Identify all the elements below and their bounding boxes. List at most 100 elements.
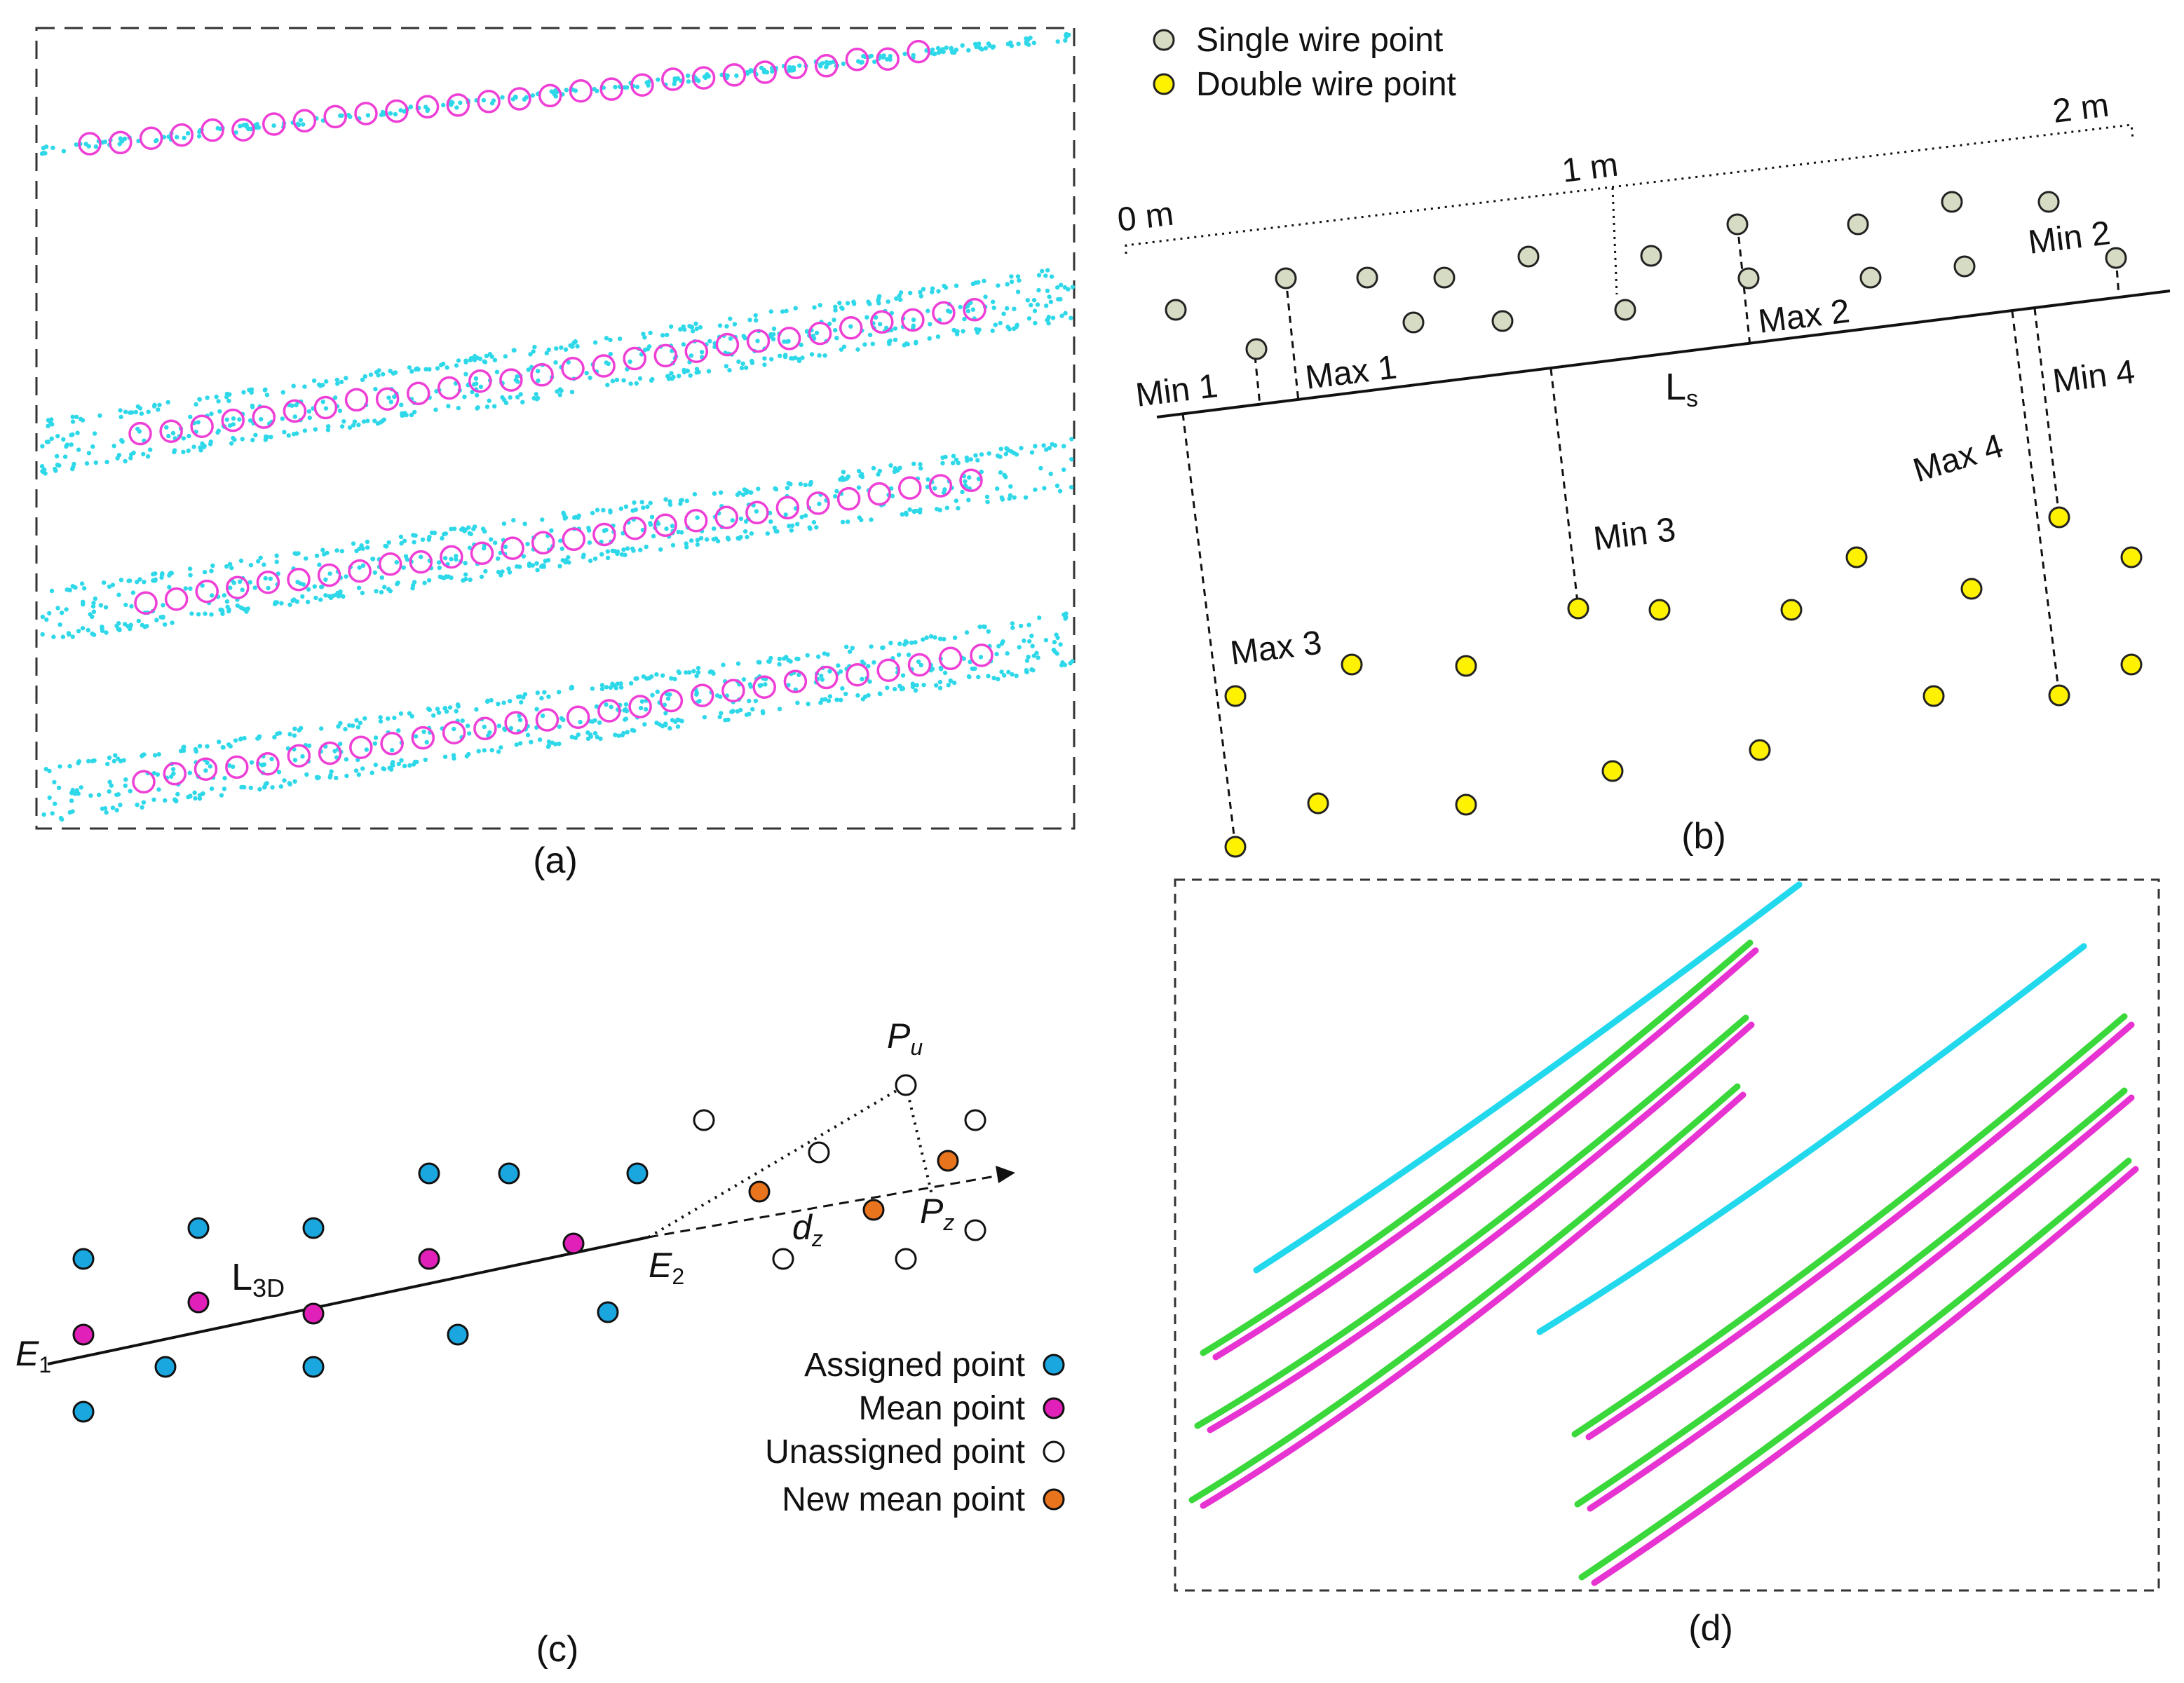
fitted-circle (256, 751, 280, 776)
cloud-point (827, 669, 832, 674)
cloud-point (560, 558, 565, 563)
cloud-point (372, 570, 377, 575)
cloud-point (914, 508, 919, 514)
cloud-point (157, 402, 162, 407)
cloud-point (866, 664, 871, 669)
cloud-point (654, 672, 659, 677)
cloud-point (698, 325, 703, 330)
cloud-point (949, 47, 954, 52)
cloud-point (197, 796, 203, 801)
cloud-point (334, 377, 339, 383)
cloud-point (540, 713, 545, 718)
cloud-point (795, 700, 800, 705)
cloud-point (1052, 443, 1058, 448)
cloud-point (242, 784, 247, 790)
fitted-circle (845, 48, 869, 71)
cloud-point (553, 360, 558, 365)
cloud-point (354, 718, 359, 723)
cloud-point (977, 46, 982, 50)
cloud-point (1001, 311, 1006, 316)
cloud-point (484, 353, 489, 359)
cloud-point (135, 426, 140, 432)
cloud-point (217, 740, 222, 744)
cloud-point (447, 705, 453, 710)
cloud-point (768, 519, 773, 524)
panel-b: Single wire point Double wire point 0 m … (1115, 22, 2171, 858)
panel-c-points (72, 1074, 986, 1423)
cloud-point (575, 343, 580, 349)
cloud-point (1054, 483, 1060, 489)
single-wire-point (1402, 311, 1425, 334)
fitted-circle (409, 550, 433, 574)
cloud-point (489, 697, 494, 703)
cloud-point (170, 767, 176, 772)
cloud-point (459, 527, 464, 532)
cloud-point (747, 698, 752, 704)
cloud-point (819, 674, 824, 679)
cloud-point (534, 561, 539, 566)
cloud-point (1036, 287, 1041, 293)
cloud-point (208, 442, 213, 447)
cloud-point (319, 726, 324, 731)
cloud-point (187, 566, 193, 571)
single-wire-point (1517, 245, 1540, 268)
cloud-point (170, 430, 176, 436)
cloud-point (689, 538, 694, 543)
cloud-point (356, 772, 361, 777)
cloud-point (685, 73, 691, 79)
cloud-point (382, 585, 387, 590)
cloud-point (97, 413, 102, 418)
cloud-point (489, 537, 494, 542)
cloud-point (982, 625, 987, 629)
fitted-circle (163, 762, 187, 786)
cloud-point (827, 694, 833, 699)
cloud-point (991, 299, 996, 304)
cloud-point (644, 676, 649, 681)
cloud-point (592, 556, 598, 561)
cloud-point (123, 622, 128, 627)
panel-c: E1 E2 L3D Pu Pz dz Assigned point Mean p… (15, 1016, 1065, 1670)
cloud-point (834, 336, 839, 341)
cloud-point (841, 470, 846, 475)
fitted-circle (970, 643, 993, 667)
cloud-point (1030, 643, 1035, 648)
cloud-point (1035, 302, 1040, 307)
cloud-point (130, 590, 136, 595)
cloud-point (724, 364, 729, 369)
cloud-point (553, 742, 558, 747)
unassigned-point (693, 1109, 715, 1131)
cloud-point (140, 805, 144, 810)
cloud-point (1050, 315, 1056, 320)
cloud-point (764, 69, 770, 75)
cloud-point (762, 356, 767, 361)
cloud-point (128, 789, 133, 793)
cloud-point (979, 469, 984, 475)
fitted-circle (722, 63, 747, 87)
cloud-point (757, 660, 762, 665)
cloud-point (129, 604, 134, 609)
cloud-point (186, 794, 191, 800)
cloud-point (217, 409, 222, 414)
cloud-point (682, 327, 687, 332)
cloud-point (231, 416, 236, 421)
fitted-circle (348, 559, 372, 583)
cloud-point (1062, 285, 1068, 290)
cloud-point (1027, 639, 1032, 644)
legend-assigned-label: Assigned point (804, 1347, 1025, 1384)
cloud-point (649, 515, 655, 519)
cloud-point (986, 629, 991, 634)
cloud-point (513, 95, 518, 100)
cloud-point (175, 791, 180, 797)
cloud-point (388, 111, 393, 116)
cloud-point (379, 590, 384, 595)
cloud-point (123, 458, 128, 464)
cloud-point (1016, 41, 1021, 46)
cloud-point (141, 800, 147, 805)
cloud-point (936, 289, 941, 294)
cloud-point (1041, 443, 1046, 448)
cloud-point (991, 305, 996, 311)
cloud-point (341, 419, 346, 424)
cloud-point (485, 698, 490, 703)
cloud-point (982, 278, 986, 283)
cloud-point (248, 785, 253, 791)
